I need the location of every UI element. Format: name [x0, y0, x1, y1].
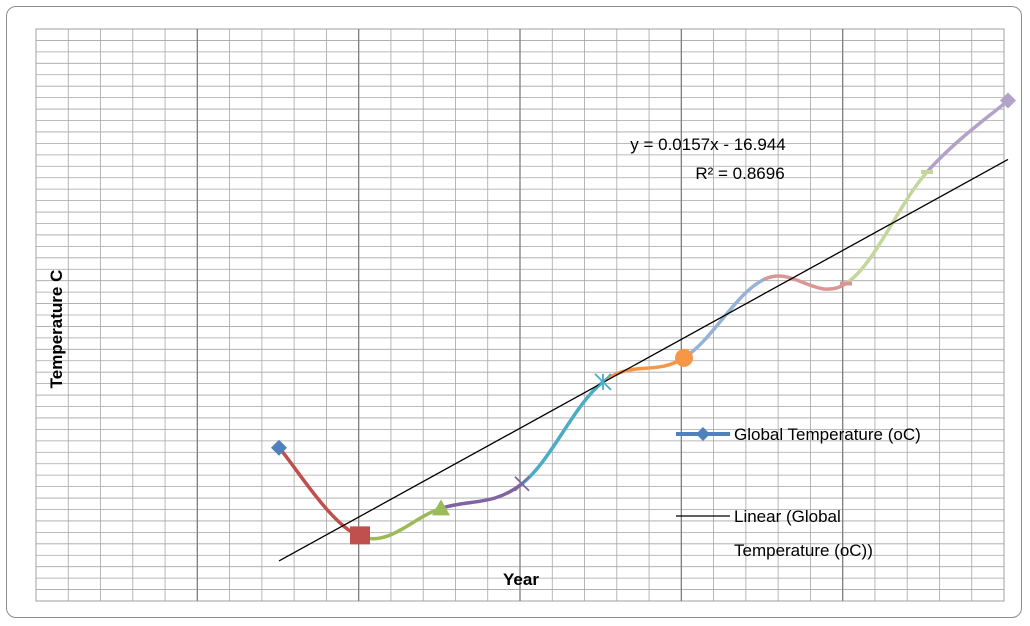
series-markers	[271, 92, 1016, 545]
data-point-triangle	[432, 499, 450, 516]
data-point-diamond	[271, 439, 287, 456]
trendline	[278, 158, 1009, 562]
x-axis-title: Year	[503, 570, 539, 589]
chart-frame	[6, 6, 1022, 618]
data-point-star	[594, 373, 612, 391]
series-segment	[520, 380, 605, 486]
series-segment	[358, 506, 443, 541]
series-segment	[763, 274, 848, 291]
data-point-circle	[675, 348, 693, 367]
series-segment	[439, 481, 524, 511]
y-axis-title: Temperature C	[47, 270, 66, 389]
data-point-square	[350, 526, 370, 545]
data-point-x	[514, 476, 530, 492]
trendline-line	[278, 158, 1009, 562]
legend-trend-label-line2: Temperature (oC))	[734, 541, 873, 560]
legend-series-marker	[696, 427, 710, 441]
data-point-diamond	[1000, 92, 1016, 109]
trendline-r-squared: R² = 0.8696	[695, 164, 784, 183]
legend: Global Temperature (oC) Linear (Global T…	[676, 425, 921, 560]
series-segment	[601, 356, 686, 384]
series-segment	[844, 170, 929, 286]
series-segment	[925, 98, 1010, 174]
trendline-equation: y = 0.0157x - 16.944	[630, 135, 785, 154]
legend-series-label: Global Temperature (oC)	[734, 425, 921, 444]
series-segment	[682, 277, 767, 360]
grid	[35, 28, 1005, 602]
legend-trend-label-line1: Linear (Global	[734, 507, 841, 526]
